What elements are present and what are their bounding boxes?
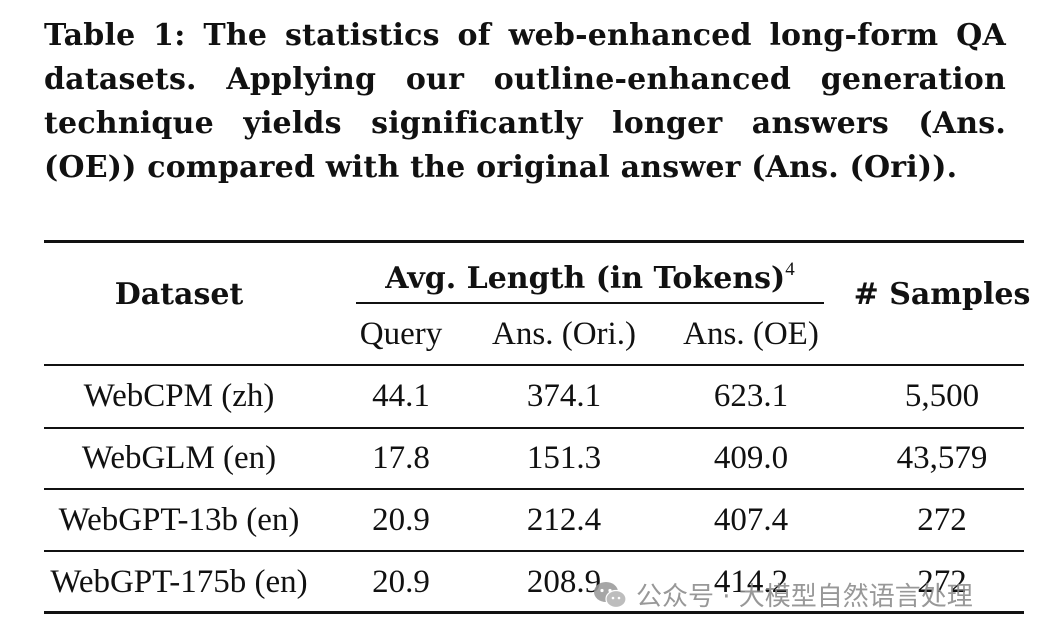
table-cell-dataset: WebGLM (en) bbox=[81, 440, 277, 476]
cmidrule-avg-length bbox=[356, 302, 824, 304]
header-ans-oe: Ans. (OE) bbox=[683, 316, 819, 352]
header-avg-length: Avg. Length (in Tokens)4 bbox=[356, 252, 824, 299]
watermark-text: 公众号 · 大模型自然语言处理 bbox=[636, 582, 973, 612]
table-cell-dataset: WebGPT-13b (en) bbox=[58, 502, 300, 538]
wechat-logo-icon bbox=[594, 581, 627, 608]
table-cell-ans-oe: 414.2 bbox=[713, 564, 789, 600]
table-cell-query: 17.8 bbox=[372, 440, 430, 476]
watermark: 公众号 · 大模型自然语言处理 bbox=[592, 576, 973, 613]
table-cell-ans-oe: 623.1 bbox=[713, 378, 789, 414]
row-rule-3 bbox=[44, 550, 1024, 552]
table-cell-ans-ori: 208.9 bbox=[526, 564, 602, 600]
header-avg-length-label: Avg. Length (in Tokens) bbox=[385, 261, 786, 296]
bottom-rule bbox=[44, 611, 1024, 614]
table-caption: Table 1: The statistics of web-enhanced … bbox=[44, 18, 1006, 185]
table-cell-query: 44.1 bbox=[372, 378, 430, 414]
row-rule-1 bbox=[44, 427, 1024, 429]
footnote-marker: 4 bbox=[785, 259, 795, 280]
header-rule bbox=[44, 364, 1024, 366]
table-cell-ans-ori: 374.1 bbox=[526, 378, 602, 414]
table-cell-samples: 5,500 bbox=[904, 378, 980, 414]
header-ans-ori: Ans. (Ori.) bbox=[492, 316, 636, 352]
table-cell-ans-ori: 151.3 bbox=[526, 440, 602, 476]
table-cell-dataset: WebCPM (zh) bbox=[83, 378, 275, 414]
table-cell-samples: 272 bbox=[917, 502, 967, 538]
table-cell-query: 20.9 bbox=[372, 564, 430, 600]
table-cell-samples: 272 bbox=[917, 564, 967, 600]
row-rule-2 bbox=[44, 488, 1024, 490]
table-cell-ans-ori: 212.4 bbox=[526, 502, 602, 538]
header-samples: # Samples bbox=[853, 277, 1031, 312]
table-cell-query: 20.9 bbox=[372, 502, 430, 538]
header-dataset: Dataset bbox=[114, 277, 244, 312]
table-cell-ans-oe: 409.0 bbox=[713, 440, 789, 476]
header-query: Query bbox=[359, 316, 443, 352]
table-cell-dataset: WebGPT-175b (en) bbox=[50, 564, 308, 600]
top-rule bbox=[44, 240, 1024, 243]
table-cell-ans-oe: 407.4 bbox=[713, 502, 789, 538]
table-cell-samples: 43,579 bbox=[896, 440, 988, 476]
